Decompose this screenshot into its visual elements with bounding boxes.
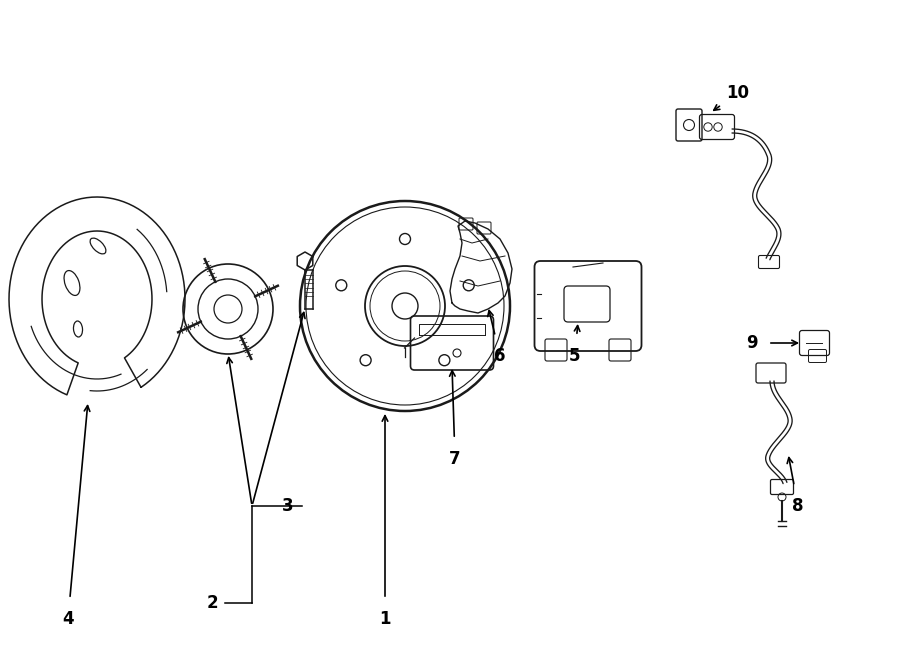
Text: 3: 3 — [283, 497, 293, 515]
Text: 1: 1 — [379, 610, 391, 628]
Text: 6: 6 — [494, 347, 506, 365]
Text: 2: 2 — [206, 594, 218, 612]
Text: 4: 4 — [62, 610, 74, 628]
Text: 7: 7 — [449, 450, 461, 468]
Text: 10: 10 — [726, 84, 750, 102]
Text: 5: 5 — [569, 347, 580, 365]
Text: 9: 9 — [746, 334, 758, 352]
Text: 8: 8 — [792, 497, 804, 515]
